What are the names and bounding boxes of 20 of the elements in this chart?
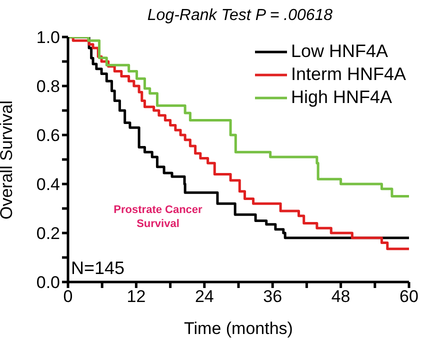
y-axis-title: Overall Survival (0, 100, 16, 220)
legend-label: Interm HNF4A (290, 63, 406, 86)
annotation: Prostrate Cancer Survival (112, 203, 204, 231)
x-axis-title: Time (months) (184, 319, 293, 338)
chart-title: Log-Rank Test P = .00618 (147, 7, 333, 24)
y-tick-label: 0.4 (36, 175, 60, 194)
x-tick-label: 36 (263, 287, 282, 306)
x-tick-label: 0 (63, 287, 73, 306)
legend-label: High HNF4A (290, 86, 392, 109)
x-tick-label: 24 (194, 287, 214, 306)
x-tick-label: 48 (331, 287, 350, 306)
y-tick-label: 0.2 (36, 224, 60, 244)
legend-label: Low HNF4A (290, 40, 388, 63)
x-tick-label: 12 (126, 287, 146, 306)
x-tick-label: 60 (400, 287, 418, 306)
y-tick-label: 1.0 (36, 28, 60, 48)
y-tick-label: 0.8 (36, 77, 60, 96)
y-tick-label: 0.6 (36, 126, 60, 146)
annotation: N=145 (71, 258, 125, 278)
y-tick-label: 0.0 (36, 273, 60, 292)
